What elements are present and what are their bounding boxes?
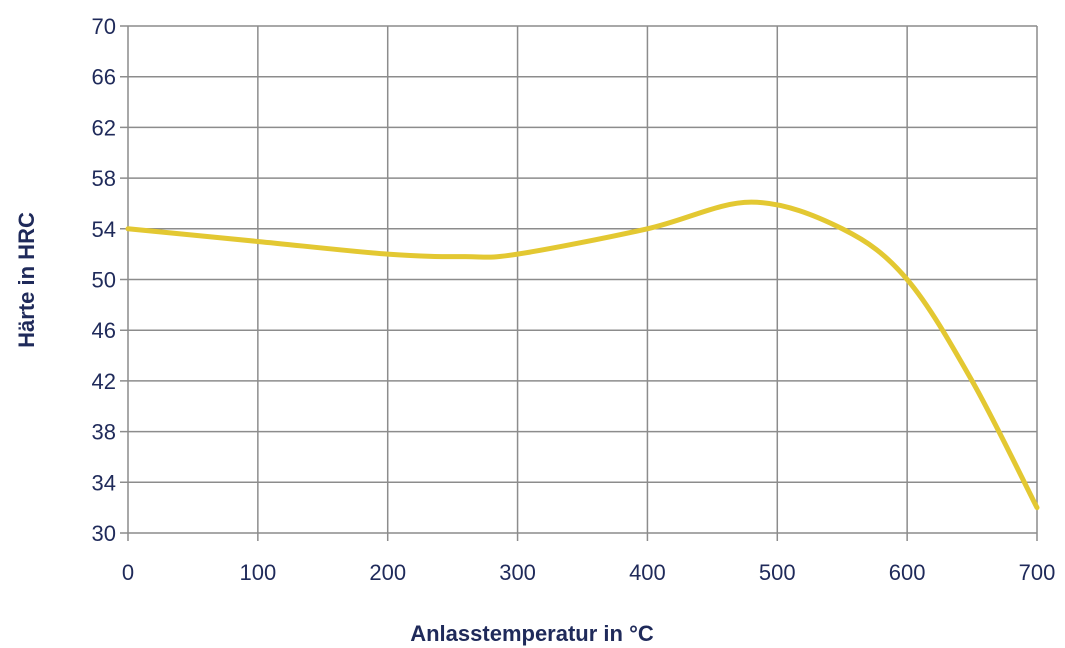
y-tick-label: 70	[92, 14, 116, 39]
grid	[120, 25, 1038, 541]
x-axis-title: Anlasstemperatur in °C	[410, 621, 654, 646]
x-tick-label: 0	[122, 560, 134, 585]
y-tick-label: 58	[92, 166, 116, 191]
y-axis-ticks: 30 34 38 42 46 50 54 58 62 66 70	[92, 14, 116, 546]
y-axis-title: Härte in HRC	[14, 212, 39, 348]
series-line	[125, 199, 1040, 511]
x-tick-label: 300	[499, 560, 536, 585]
y-tick-label: 30	[92, 521, 116, 546]
y-tick-label: 46	[92, 318, 116, 343]
y-tick-label: 38	[92, 420, 116, 445]
x-tick-label: 700	[1019, 560, 1056, 585]
y-tick-label: 34	[92, 470, 116, 495]
x-tick-label: 600	[889, 560, 926, 585]
y-tick-label: 62	[92, 115, 116, 140]
y-tick-label: 50	[92, 268, 116, 293]
x-tick-label: 100	[239, 560, 276, 585]
y-tick-label: 66	[92, 65, 116, 90]
x-tick-label: 500	[759, 560, 796, 585]
x-tick-label: 400	[629, 560, 666, 585]
x-tick-label: 200	[369, 560, 406, 585]
y-tick-label: 54	[92, 217, 116, 242]
x-axis-ticks: 0 100 200 300 400 500 600 700	[122, 560, 1055, 585]
y-tick-label: 42	[92, 369, 116, 394]
series-layer	[125, 199, 1040, 511]
